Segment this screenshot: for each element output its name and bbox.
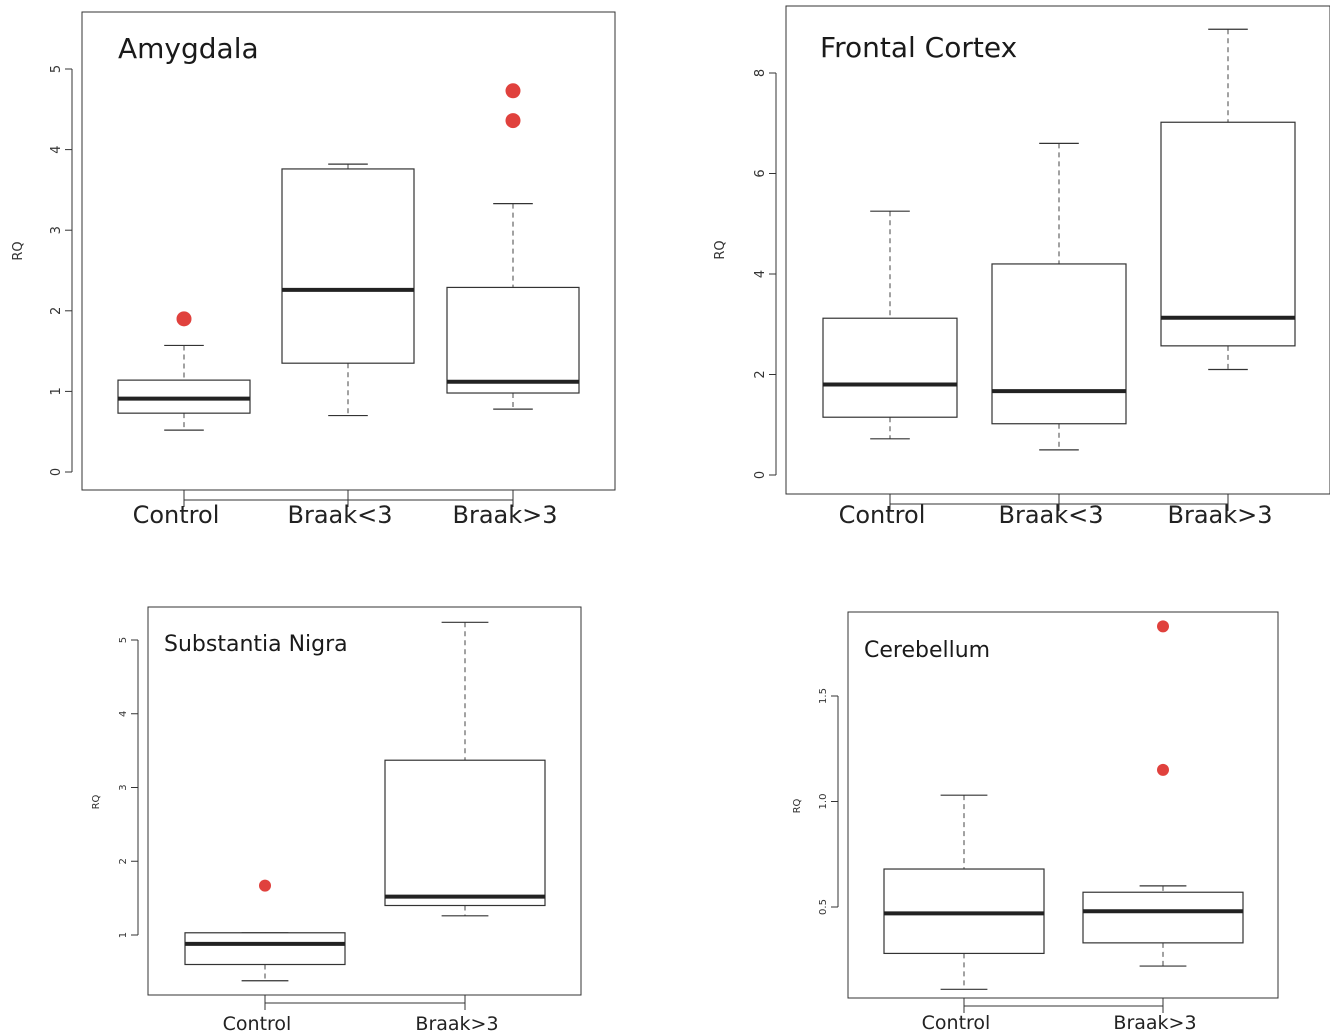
outlier-point bbox=[259, 879, 271, 892]
x-category-label: Braak<3 bbox=[998, 501, 1103, 529]
box-control bbox=[184, 879, 346, 982]
x-category-label: Control bbox=[839, 501, 926, 529]
x-category-label: Control bbox=[133, 501, 220, 529]
chart-panel-cerebellum: 0.5 1.0 1.5 RQ Control Braak>3 Cerebellum bbox=[792, 611, 1279, 1034]
y-tick-label: 1.5 bbox=[818, 688, 829, 704]
y-tick-label: 0 bbox=[49, 468, 64, 476]
y-tick-label: 2 bbox=[118, 858, 129, 864]
y-tick-label: 4 bbox=[753, 270, 768, 278]
plot-frame bbox=[847, 611, 1279, 999]
x-category-label: Control bbox=[922, 1012, 991, 1034]
box-braak-3 bbox=[1160, 28, 1296, 371]
y-tick-label: 3 bbox=[118, 784, 129, 790]
x-category-label: Control bbox=[223, 1013, 292, 1035]
box-braak-3 bbox=[281, 163, 415, 417]
box-braak-3 bbox=[991, 142, 1127, 451]
iqr-box bbox=[991, 263, 1127, 425]
y-tick-label: 6 bbox=[753, 169, 768, 177]
outlier-point bbox=[1157, 763, 1169, 776]
iqr-box bbox=[446, 286, 580, 394]
chart-panel-frontal-cortex: 0 2 4 6 8 RQ Control Braak<3 Braak>3 Frontal Cort… bbox=[713, 5, 1330, 529]
y-tick-label: 2 bbox=[753, 370, 768, 378]
chart-panel-amygdala: 0 1 2 3 4 5 RQ Control Braak<3 Braak>3 Amygdala bbox=[11, 11, 616, 529]
y-tick-label: 5 bbox=[49, 65, 64, 73]
y-tick-label: 3 bbox=[49, 226, 64, 234]
box-control bbox=[117, 311, 251, 431]
box-braak-3 bbox=[446, 83, 580, 410]
box-control bbox=[883, 794, 1045, 990]
chart-title: Substantia Nigra bbox=[164, 632, 348, 657]
y-tick-label: 0 bbox=[753, 471, 768, 479]
plot-frame bbox=[785, 5, 1330, 495]
chart-panel-substantia-nigra: 1 2 3 4 5 RQ Control Braak>3 Substantia Nigra bbox=[91, 606, 582, 1035]
x-category-label: Braak>3 bbox=[1113, 1012, 1196, 1034]
iqr-box bbox=[281, 168, 415, 364]
outlier-point bbox=[176, 311, 192, 327]
box-braak-3 bbox=[1082, 620, 1244, 967]
chart-title: Cerebellum bbox=[864, 638, 990, 663]
y-axis-label: RQ bbox=[792, 798, 803, 813]
y-tick-label: 5 bbox=[118, 637, 129, 643]
iqr-box bbox=[1082, 891, 1244, 944]
iqr-box bbox=[184, 932, 346, 966]
iqr-box bbox=[384, 759, 546, 907]
iqr-box bbox=[1160, 121, 1296, 347]
outlier-point bbox=[505, 113, 521, 129]
y-tick-label: 1 bbox=[118, 932, 129, 938]
y-tick-label: 1 bbox=[49, 387, 64, 395]
y-tick-label: 1.0 bbox=[818, 794, 829, 810]
y-tick-label: 4 bbox=[118, 711, 129, 717]
x-category-label: Braak<3 bbox=[287, 501, 392, 529]
x-category-label: Braak>3 bbox=[452, 501, 557, 529]
y-tick-label: 4 bbox=[49, 145, 64, 153]
y-axis-label: RQ bbox=[713, 240, 728, 259]
iqr-box bbox=[822, 317, 958, 418]
y-tick-label: 2 bbox=[49, 307, 64, 315]
x-category-label: Braak>3 bbox=[415, 1013, 498, 1035]
box-braak-3 bbox=[384, 621, 546, 917]
y-tick-label: 0.5 bbox=[818, 899, 829, 915]
iqr-box bbox=[883, 868, 1045, 955]
outlier-point bbox=[505, 83, 521, 99]
box-control bbox=[822, 210, 958, 440]
y-axis-label: RQ bbox=[11, 241, 26, 260]
chart-title: Amygdala bbox=[118, 32, 259, 65]
outlier-point bbox=[1157, 620, 1169, 633]
y-tick-label: 8 bbox=[753, 69, 768, 77]
plot-frame bbox=[147, 606, 582, 996]
y-axis-label: RQ bbox=[91, 794, 102, 809]
chart-title: Frontal Cortex bbox=[820, 31, 1017, 64]
iqr-box bbox=[117, 379, 251, 414]
x-category-label: Braak>3 bbox=[1167, 501, 1272, 529]
